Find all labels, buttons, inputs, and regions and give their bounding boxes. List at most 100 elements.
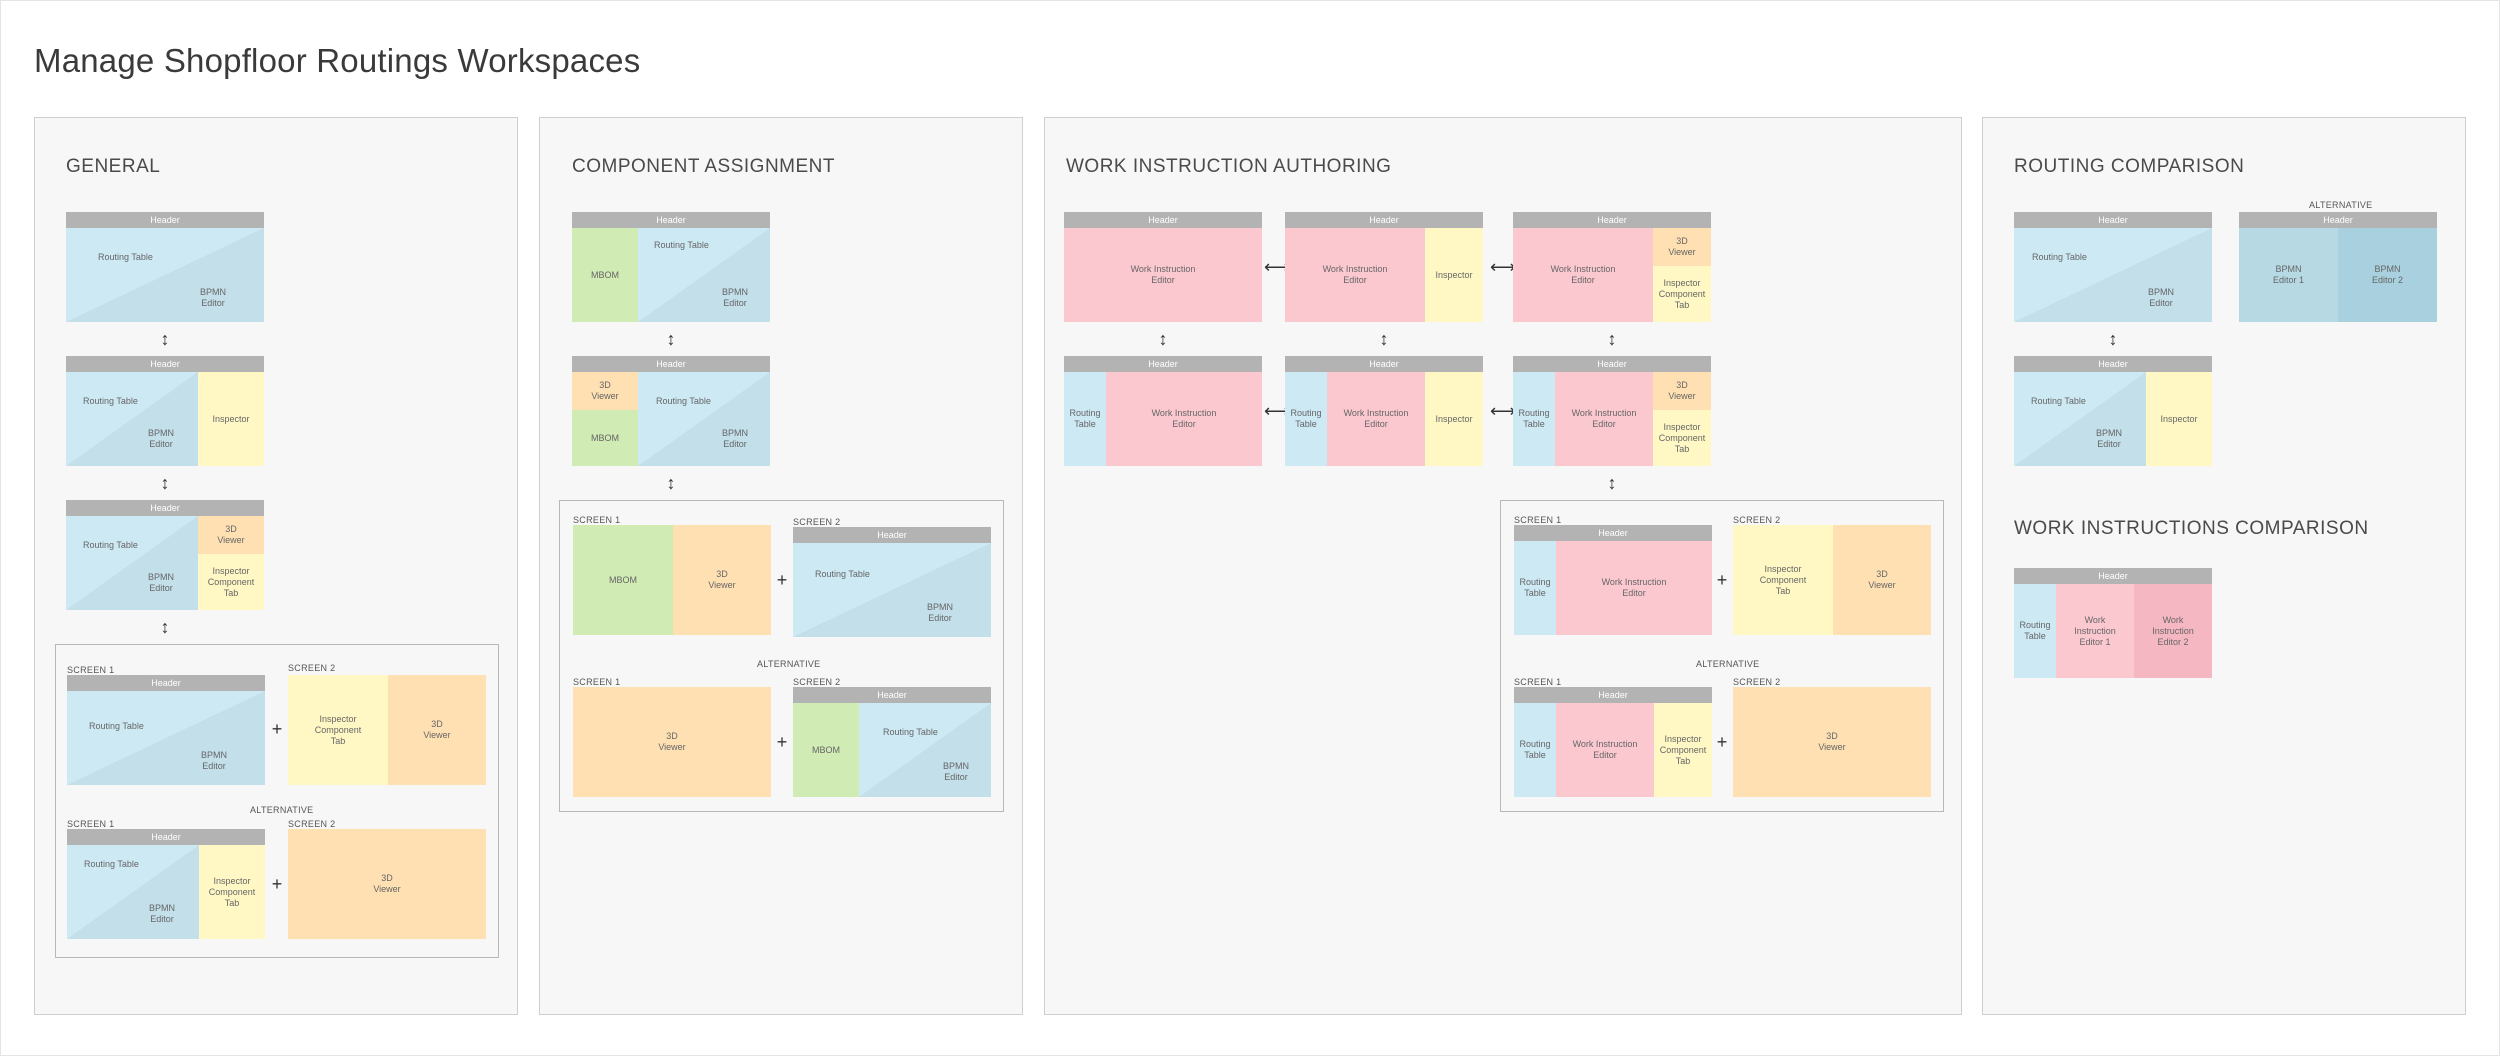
split-table-editor <box>2014 372 2146 466</box>
3d-viewer-pane: 3D Viewer <box>1653 228 1711 266</box>
routing-table-pane: Routing Table <box>1285 372 1327 466</box>
work-instruction-editor-pane: Work Instruction Editor <box>1106 372 1262 466</box>
work-instruction-editor-pane: Work Instruction Editor <box>1327 372 1425 466</box>
header-bar: Header <box>2014 212 2212 228</box>
routing-table-label: Routing Table <box>89 721 144 731</box>
header-bar: Header <box>1514 525 1712 541</box>
bpmn-editor-label: BPMN Editor <box>147 572 174 593</box>
screen1-layout: Header Routing Table BPMN Editor <box>67 675 265 785</box>
panel-routing-comparison: ROUTING COMPARISON Header Routing Table … <box>1982 117 2466 1015</box>
screen2-label: SCREEN 2 <box>793 517 841 527</box>
header-bar: Header <box>1064 212 1262 228</box>
split-table-editor <box>638 228 770 322</box>
layout-viewer-mbom-routing-bpmn: Header 3D Viewer MBOM Routing Table BPMN… <box>572 356 770 466</box>
split-table-editor <box>2014 228 2212 322</box>
mbom-pane: MBOM <box>572 410 638 466</box>
inspector-component-tab-pane: Inspector Component Tab <box>1653 410 1711 466</box>
alternative-label: ALTERNATIVE <box>2309 200 2373 210</box>
3d-viewer-screen: 3D Viewer <box>388 675 486 785</box>
header-bar: Header <box>1285 356 1483 372</box>
wi-editor-2-pane: Work Instruction Editor 2 <box>2134 584 2212 678</box>
bpmn-editor-1-pane: BPMN Editor 1 <box>2239 228 2338 322</box>
inspector-component-tab-pane: Inspector Component Tab <box>198 554 264 610</box>
header-bar: Header <box>66 500 264 516</box>
inspector-component-tab-pane: Inspector Component Tab <box>199 845 265 939</box>
mbom-pane: MBOM <box>572 228 638 322</box>
multi-screen-group: SCREEN 1 SCREEN 2 MBOM 3D Viewer + Heade… <box>559 500 1004 812</box>
transition-arrow: ↕ <box>1607 473 1617 493</box>
plus-sign: + <box>776 570 788 590</box>
bpmn-editor-label: BPMN Editor <box>721 287 748 308</box>
split-table-editor <box>66 228 264 322</box>
layout-routing-bpmn: Header Routing Table BPMN Editor <box>2014 212 2212 322</box>
layout-wi-editor-inspector: Header Work Instruction Editor Inspector <box>1285 212 1483 322</box>
bpmn-editor-2-pane: BPMN Editor 2 <box>2338 228 2437 322</box>
bpmn-editor-label: BPMN Editor <box>199 287 226 308</box>
header-bar: Header <box>1513 356 1711 372</box>
routing-table-pane: Routing Table <box>1064 372 1106 466</box>
screen1-label: SCREEN 1 <box>573 677 621 687</box>
split-table-editor <box>66 516 198 610</box>
header-bar: Header <box>793 527 991 543</box>
alternative-label: ALTERNATIVE <box>250 805 314 815</box>
mbom-screen: MBOM <box>573 525 673 635</box>
header-bar: Header <box>66 356 264 372</box>
transition-arrow-horizontal: ⟷ <box>1490 401 1516 421</box>
bpmn-editor-label: BPMN Editor <box>148 903 175 924</box>
3d-viewer-screen: 3D Viewer <box>673 525 771 635</box>
routing-table-label: Routing Table <box>2031 396 2086 406</box>
3d-viewer-screen: 3D Viewer <box>573 687 771 797</box>
panel-component-assignment: COMPONENT ASSIGNMENT Header MBOM Routing… <box>539 117 1023 1015</box>
transition-arrow: ↕ <box>1158 329 1168 349</box>
split-table-editor <box>67 845 199 939</box>
screen1-alt-layout: Header Routing Table Work Instruction Ed… <box>1514 687 1712 797</box>
transition-arrow: ↕ <box>1379 329 1389 349</box>
header-bar: Header <box>793 687 991 703</box>
alternative-label: ALTERNATIVE <box>1696 659 1760 669</box>
inspector-component-tab-pane: Inspector Component Tab <box>1653 266 1711 322</box>
panel-title-work-instructions-comparison: WORK INSTRUCTIONS COMPARISON <box>2014 518 2369 539</box>
header-bar: Header <box>2014 356 2212 372</box>
layout-routing-bpmn: Header Routing Table BPMN Editor <box>66 212 264 322</box>
bpmn-editor-label: BPMN Editor <box>200 750 227 771</box>
routing-table-label: Routing Table <box>83 540 138 550</box>
screen2-label: SCREEN 2 <box>1733 677 1781 687</box>
routing-table-pane: Routing Table <box>1514 703 1556 797</box>
3d-viewer-screen: 3D Viewer <box>1733 687 1931 797</box>
panel-general: GENERAL Header Routing Table BPMN Editor… <box>34 117 518 1015</box>
screen1-label: SCREEN 1 <box>573 515 621 525</box>
panel-title-routing-comparison: ROUTING COMPARISON <box>2014 156 2245 177</box>
header-bar: Header <box>1285 212 1483 228</box>
screen1-layout: Header Routing Table Work Instruction Ed… <box>1514 525 1712 635</box>
layout-wi-editor-viewer-tab: Header Work Instruction Editor 3D Viewer… <box>1513 212 1711 322</box>
work-instruction-editor-pane: Work Instruction Editor <box>1285 228 1425 322</box>
routing-table-label: Routing Table <box>883 727 938 737</box>
panel-title-general: GENERAL <box>66 156 161 177</box>
alternative-label: ALTERNATIVE <box>757 659 821 669</box>
layout-routing-bpmn-viewer-tab: Header Routing Table BPMN Editor 3D View… <box>66 500 264 610</box>
page-title: Manage Shopfloor Routings Workspaces <box>34 42 641 79</box>
layout-mbom-routing-bpmn: Header MBOM Routing Table BPMN Editor <box>572 212 770 322</box>
split-table-editor <box>793 543 991 637</box>
routing-table-pane: Routing Table <box>2014 584 2056 678</box>
screen1-label: SCREEN 1 <box>67 819 115 829</box>
work-instruction-editor-pane: Work Instruction Editor <box>1513 228 1653 322</box>
3d-viewer-pane: 3D Viewer <box>198 516 264 554</box>
transition-arrow: ↕ <box>160 329 170 349</box>
routing-table-pane: Routing Table <box>1514 541 1556 635</box>
inspector-component-tab-pane: Inspector Component Tab <box>1654 703 1712 797</box>
3d-viewer-pane: 3D Viewer <box>572 372 638 410</box>
routing-table-label: Routing Table <box>656 396 711 406</box>
screen2-label: SCREEN 2 <box>793 677 841 687</box>
screen2-layout: Header Routing Table BPMN Editor <box>793 527 991 637</box>
routing-table-label: Routing Table <box>2032 252 2087 262</box>
transition-arrow-horizontal: ⟷ <box>1264 401 1290 421</box>
transition-arrow-horizontal: ⟷ <box>1490 257 1516 277</box>
3d-viewer-pane: 3D Viewer <box>1653 372 1711 410</box>
bpmn-editor-label: BPMN Editor <box>147 428 174 449</box>
plus-sign: + <box>776 732 788 752</box>
plus-sign: + <box>1716 570 1728 590</box>
work-instruction-editor-pane: Work Instruction Editor <box>1556 703 1654 797</box>
header-bar: Header <box>67 829 265 845</box>
panel-work-instruction-authoring: WORK INSTRUCTION AUTHORING Header Work I… <box>1044 117 1962 1015</box>
